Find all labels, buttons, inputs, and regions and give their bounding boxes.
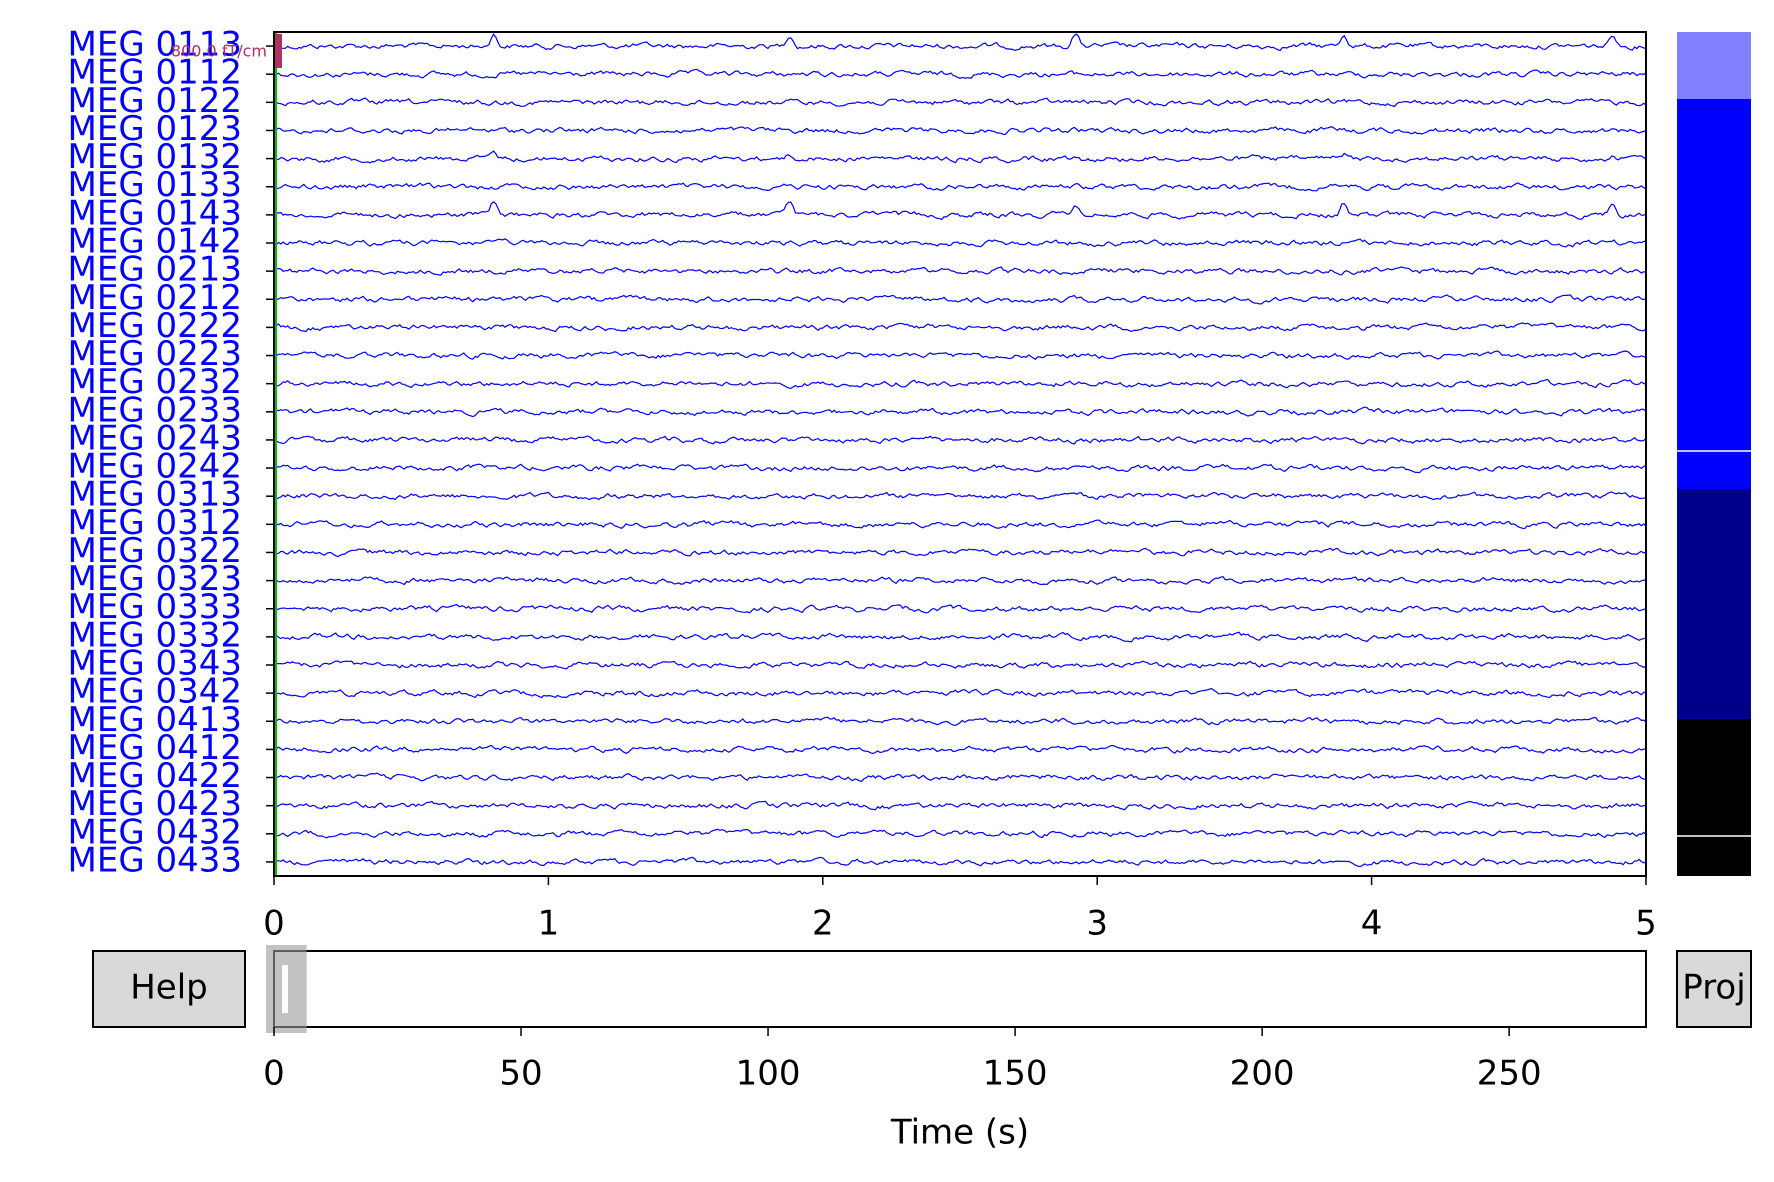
trace (273, 97, 1647, 108)
trace (273, 150, 1647, 164)
trace (273, 350, 1647, 360)
channel-label: MEG 0422 (68, 756, 243, 796)
x-tick-label: 4 (1361, 904, 1383, 944)
channel-label: MEG 0242 (68, 447, 243, 487)
x-tick-label: 3 (1086, 904, 1108, 944)
trace (273, 126, 1647, 136)
trace (274, 182, 1647, 192)
channel-label: MEG 0342 (68, 672, 243, 712)
channel-label: MEG 0133 (68, 165, 243, 205)
x-tick-label: 200 (1230, 1054, 1295, 1094)
trace (273, 772, 1647, 782)
scroll-segment (1677, 32, 1751, 99)
channel-label: MEG 0323 (68, 559, 243, 599)
x-tick-label: 100 (736, 1054, 801, 1094)
channel-label: MEG 0213 (68, 250, 243, 290)
trace (273, 378, 1647, 390)
overview-frame (273, 950, 1647, 1028)
channel-label: MEG 0223 (68, 334, 243, 374)
trace (273, 322, 1647, 333)
x-tick-label: 50 (499, 1054, 542, 1094)
view-window-inner (282, 965, 288, 1013)
channel-label: MEG 0423 (68, 784, 243, 824)
channel-label: MEG 0212 (68, 278, 243, 318)
scroll-segment (1677, 489, 1751, 719)
scroll-segment (1677, 99, 1751, 489)
channel-label: MEG 0143 (68, 193, 243, 233)
channel-label: MEG 0322 (68, 531, 243, 571)
channel-label: MEG 0333 (68, 587, 243, 627)
channel-label: MEG 0112 (68, 53, 243, 93)
scale-bar (275, 34, 282, 68)
channel-label: MEG 0243 (68, 418, 243, 458)
channel-label: MEG 0412 (68, 728, 243, 768)
channel-label: MEG 0312 (68, 503, 243, 543)
trace (273, 463, 1647, 474)
button-face (92, 950, 246, 1028)
channel-label: MEG 0343 (68, 644, 243, 684)
channel-label: MEG 0433 (68, 840, 243, 880)
overview-panel[interactable]: 0 50 100 150 200 250 (263, 945, 1647, 1094)
x-tick-label: 2 (812, 904, 834, 944)
trace (273, 68, 1647, 79)
trace (273, 294, 1647, 305)
trace (273, 660, 1647, 670)
trace (273, 266, 1647, 276)
x-tick-label: 0 (263, 1054, 285, 1094)
channel-scrollbar[interactable] (1677, 32, 1751, 876)
button-label: Proj (1682, 968, 1745, 1008)
channel-label: MEG 0123 (68, 109, 243, 149)
channel-label: MEG 0332 (68, 615, 243, 655)
trace (273, 856, 1647, 868)
trace (273, 604, 1647, 614)
trace (273, 238, 1647, 248)
proj-button[interactable]: Proj (1676, 950, 1752, 1028)
scale-label: 800.0 fT/cm (171, 42, 267, 61)
trace (273, 201, 1647, 221)
trace (273, 435, 1647, 445)
channel-label: MEG 0222 (68, 306, 243, 346)
channel-label: MEG 0232 (68, 362, 243, 402)
x-tick-label: 0 (263, 904, 285, 944)
trace (273, 491, 1647, 501)
channel-label: MEG 0132 (68, 137, 243, 177)
x-tick-label: 1 (538, 904, 560, 944)
channel-label: MEG 0432 (68, 812, 243, 852)
axes-frame (273, 31, 1647, 877)
help-button[interactable]: Help (92, 950, 246, 1028)
x-tick-label: 150 (983, 1054, 1048, 1094)
trace (273, 828, 1647, 839)
trace (273, 800, 1647, 811)
trace (273, 744, 1647, 755)
trace (273, 33, 1647, 52)
x-tick-label: 250 (1477, 1054, 1542, 1094)
x-axis-label: Time (s) (890, 1113, 1029, 1153)
channel-label: MEG 0233 (68, 390, 243, 430)
button-label: Help (130, 968, 208, 1008)
x-tick-label: 5 (1635, 904, 1657, 944)
button-face (1676, 950, 1752, 1028)
trace (273, 687, 1647, 699)
channel-label: MEG 0313 (68, 475, 243, 515)
trace (273, 547, 1647, 558)
trace (273, 716, 1647, 727)
trace (273, 576, 1647, 586)
channel-label: MEG 0413 (68, 700, 243, 740)
channel-label: MEG 0113 (68, 25, 243, 65)
trace (273, 631, 1647, 643)
trace (273, 406, 1647, 418)
trace (273, 519, 1647, 530)
scroll-segment (1677, 719, 1751, 876)
channel-label: MEG 0122 (68, 81, 243, 121)
channel-label: MEG 0142 (68, 222, 243, 262)
